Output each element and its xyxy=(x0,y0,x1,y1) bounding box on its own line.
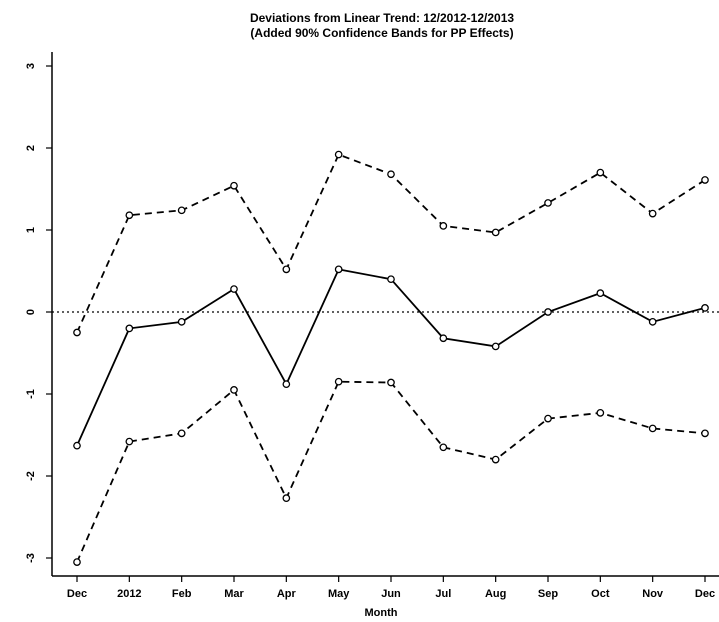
series-upper-point xyxy=(334,150,343,159)
series-lower-point xyxy=(596,409,605,417)
x-tick-label: May xyxy=(328,588,350,600)
series-lower-point xyxy=(439,443,448,452)
y-tick-label: 3 xyxy=(25,63,37,69)
series-lower-point xyxy=(544,414,552,423)
x-tick-label: Nov xyxy=(642,588,664,600)
series-estimate-point xyxy=(125,324,134,333)
x-tick-label: 2012 xyxy=(117,588,141,600)
series-upper-point xyxy=(282,265,291,274)
x-tick-label: Dec xyxy=(695,588,715,600)
series-lower-point xyxy=(230,386,238,394)
series-estimate-point xyxy=(439,334,448,343)
series-lower-point xyxy=(491,455,500,464)
series-lower-point xyxy=(125,437,134,446)
series-upper-point xyxy=(177,206,186,215)
series-estimate-point xyxy=(387,275,395,284)
x-tick-label: Sep xyxy=(538,588,558,600)
y-tick-label: 1 xyxy=(25,227,37,233)
plot-area xyxy=(51,52,719,577)
y-tick-label: -1 xyxy=(25,389,37,399)
x-tick-label: Apr xyxy=(277,588,297,600)
x-tick-label: Dec xyxy=(67,588,87,600)
series-lower-line xyxy=(76,380,706,563)
series-lower-point xyxy=(334,377,343,386)
series-estimate-line xyxy=(76,268,706,447)
series-lower-point xyxy=(648,424,657,433)
series-upper-point xyxy=(387,170,395,179)
y-tick-label: 0 xyxy=(25,309,37,315)
series-lower xyxy=(73,377,709,566)
series-lower-point xyxy=(73,558,81,566)
series-estimate-point xyxy=(177,317,186,326)
x-axis-label: Month xyxy=(365,607,398,619)
series-estimate-point xyxy=(230,285,238,293)
x-ticks: Dec 2012 Feb Mar Apr May Jun Jul Aug Sep Oct Nov Dec xyxy=(67,576,715,600)
series-upper-point xyxy=(701,176,709,184)
x-tick-label: Mar xyxy=(224,588,244,600)
series-estimate-point xyxy=(73,441,81,450)
series-estimate-point xyxy=(491,342,500,351)
series-estimate xyxy=(73,265,709,450)
series-estimate-point xyxy=(701,304,709,312)
x-tick-label: Aug xyxy=(485,588,506,600)
series-upper-point xyxy=(491,228,500,237)
x-tick-label: Feb xyxy=(172,588,192,600)
series-estimate-point xyxy=(282,380,291,389)
y-tick-label: 2 xyxy=(25,145,37,151)
series-layer xyxy=(73,150,709,566)
series-upper-point xyxy=(596,168,605,177)
series-estimate-point xyxy=(648,317,657,326)
series-lower-point xyxy=(701,429,709,438)
series-upper-point xyxy=(439,222,448,230)
x-tick-label: Jun xyxy=(381,588,401,600)
y-tick-label: -2 xyxy=(25,471,37,481)
y-ticks: -3 -2 -1 0 1 2 3 xyxy=(25,63,52,563)
series-upper-point xyxy=(73,328,81,337)
series-upper-point xyxy=(230,181,238,190)
chart-title-line1: Deviations from Linear Trend: 12/2012-12… xyxy=(250,11,514,25)
series-upper-point xyxy=(544,199,552,207)
series-estimate-point xyxy=(334,265,343,274)
series-estimate-point xyxy=(544,308,552,316)
series-upper-point xyxy=(648,209,657,218)
series-upper-line xyxy=(76,153,706,333)
x-tick-label: Jul xyxy=(435,588,451,600)
series-estimate-point xyxy=(596,289,605,297)
series-lower-point xyxy=(282,494,291,502)
series-lower-point xyxy=(177,429,186,438)
series-lower-point xyxy=(387,378,395,387)
y-tick-label: -3 xyxy=(25,553,37,563)
series-upper-point xyxy=(125,211,134,220)
chart-title-line2: (Added 90% Confidence Bands for PP Effec… xyxy=(250,26,513,40)
series-upper xyxy=(73,150,709,337)
x-tick-label: Oct xyxy=(591,588,610,600)
